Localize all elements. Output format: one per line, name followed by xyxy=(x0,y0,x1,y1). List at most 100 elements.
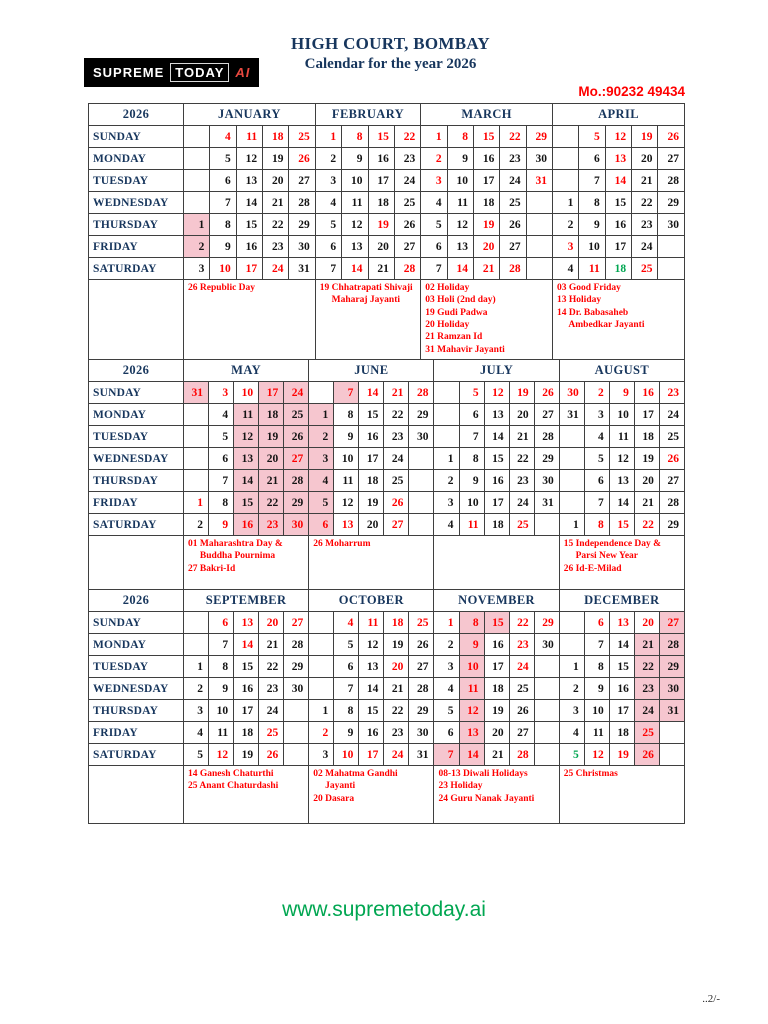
date-cell: 29 xyxy=(408,403,435,426)
date-cell: 10 xyxy=(209,257,237,280)
date-cell: 9 xyxy=(583,677,610,700)
date-cell xyxy=(525,235,554,258)
date-cell xyxy=(182,125,211,148)
day-name-label: MONDAY xyxy=(88,147,184,170)
month-header-november: NOVEMBER xyxy=(433,589,560,612)
date-cell: 17 xyxy=(483,655,510,678)
date-cell: 3 xyxy=(208,381,235,404)
date-cell: 5 xyxy=(209,147,237,170)
date-cell: 4 xyxy=(433,677,460,700)
date-cell: 16 xyxy=(367,147,395,170)
date-cell: 25 xyxy=(288,125,316,148)
date-cell: 26 xyxy=(499,213,527,236)
date-cell xyxy=(283,743,310,766)
date-cell: 6 xyxy=(458,403,485,426)
date-cell: 26 xyxy=(393,213,422,236)
website-link[interactable]: www.supremetoday.ai xyxy=(282,898,486,921)
date-cell: 6 xyxy=(583,469,610,492)
month-notes-june: 26 Moharrum xyxy=(308,535,435,590)
date-cell xyxy=(182,447,210,470)
date-cell: 6 xyxy=(208,447,235,470)
date-cell: 12 xyxy=(208,743,235,766)
date-cell xyxy=(182,469,210,492)
date-cell: 23 xyxy=(258,513,285,536)
page-number: ..2/- xyxy=(702,993,720,1005)
date-cell: 28 xyxy=(508,743,535,766)
date-cell: 10 xyxy=(458,655,485,678)
date-cell: 17 xyxy=(633,403,660,426)
date-cell: 12 xyxy=(235,147,264,170)
day-name-label: THURSDAY xyxy=(88,699,184,722)
date-cell: 4 xyxy=(433,513,460,536)
date-cell: 20 xyxy=(633,469,660,492)
date-cell xyxy=(182,191,211,214)
date-cell: 3 xyxy=(182,699,210,722)
date-cell: 21 xyxy=(472,257,501,280)
date-cell xyxy=(558,633,585,656)
date-cell: 6 xyxy=(583,611,610,634)
date-cell: 10 xyxy=(446,169,474,192)
date-cell: 20 xyxy=(258,447,285,470)
date-cell: 14 xyxy=(458,743,485,766)
date-cell: 28 xyxy=(283,633,310,656)
date-cell: 25 xyxy=(631,257,659,280)
date-cell: 21 xyxy=(631,169,659,192)
date-cell: 16 xyxy=(235,235,264,258)
date-cell: 9 xyxy=(578,213,606,236)
date-cell xyxy=(283,721,310,744)
date-cell xyxy=(182,425,210,448)
date-cell: 14 xyxy=(446,257,474,280)
logo-text-today: TODAY xyxy=(170,63,230,82)
day-name-label: TUESDAY xyxy=(88,655,184,678)
date-cell: 31 xyxy=(288,257,316,280)
date-cell: 9 xyxy=(446,147,474,170)
date-cell: 8 xyxy=(583,513,610,536)
date-cell: 19 xyxy=(262,147,290,170)
date-cell: 6 xyxy=(208,611,235,634)
date-cell xyxy=(308,633,335,656)
date-cell: 10 xyxy=(583,699,610,722)
date-cell: 9 xyxy=(208,513,235,536)
date-cell: 4 xyxy=(420,191,448,214)
date-cell: 18 xyxy=(258,403,285,426)
calendar-table-area: 2026 JANUARY FEBRUARY MARCH APRIL SUNDAY 4 11 18… xyxy=(88,103,686,824)
month-header-december: DECEMBER xyxy=(558,589,686,612)
date-cell: 23 xyxy=(383,425,410,448)
date-cell: 10 xyxy=(333,743,360,766)
date-cell: 7 xyxy=(433,743,460,766)
date-cell: 5 xyxy=(420,213,448,236)
date-cell: 8 xyxy=(208,655,235,678)
date-cell: 5 xyxy=(308,491,335,514)
year-label: 2026 xyxy=(88,103,184,126)
month-notes-november: 08-13 Diwali Holidays 23 Holiday 24 Guru N… xyxy=(433,765,560,824)
date-cell: 23 xyxy=(633,677,660,700)
date-cell: 16 xyxy=(472,147,501,170)
date-cell: 15 xyxy=(235,213,264,236)
date-cell: 4 xyxy=(552,257,580,280)
date-cell: 24 xyxy=(658,403,686,426)
date-cell: 31 xyxy=(525,169,554,192)
date-cell: 9 xyxy=(458,633,485,656)
date-cell: 7 xyxy=(208,469,235,492)
month-notes-december: 25 Christmas xyxy=(558,765,686,824)
date-cell: 1 xyxy=(558,513,585,536)
date-cell: 1 xyxy=(420,125,448,148)
date-cell xyxy=(533,743,560,766)
date-cell: 1 xyxy=(433,447,460,470)
date-cell: 27 xyxy=(283,611,310,634)
date-cell: 12 xyxy=(458,699,485,722)
month-header-october: OCTOBER xyxy=(308,589,435,612)
date-cell: 30 xyxy=(283,677,310,700)
date-cell: 31 xyxy=(408,743,435,766)
date-cell: 13 xyxy=(483,403,510,426)
date-cell xyxy=(433,403,460,426)
date-cell: 18 xyxy=(233,721,260,744)
date-cell: 30 xyxy=(408,425,435,448)
date-cell: 23 xyxy=(258,677,285,700)
date-cell: 19 xyxy=(472,213,501,236)
day-name-label: WEDNESDAY xyxy=(88,447,184,470)
date-cell: 15 xyxy=(483,447,510,470)
date-cell: 12 xyxy=(583,743,610,766)
date-cell: 3 xyxy=(308,447,335,470)
date-cell: 18 xyxy=(608,721,635,744)
